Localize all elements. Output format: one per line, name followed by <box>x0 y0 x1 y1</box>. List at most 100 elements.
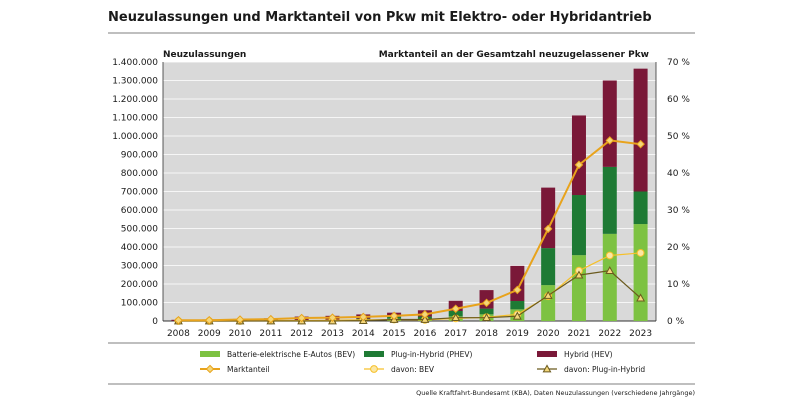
x-tick-label: 2021 <box>568 329 591 339</box>
legend-label: Hybrid (HEV) <box>564 350 613 359</box>
bar-segment <box>571 115 586 196</box>
right-tick-label: 10 % <box>667 280 690 290</box>
bar-segment <box>510 301 525 310</box>
x-tick-label: 2022 <box>598 329 621 339</box>
right-tick-label: 40 % <box>667 169 690 179</box>
x-tick-label: 2023 <box>629 329 652 339</box>
line-point <box>174 315 183 325</box>
left-axis-title: Neuzulassungen <box>163 50 246 60</box>
line-point <box>636 293 646 302</box>
legend-marker <box>370 365 378 373</box>
x-tick-label: 2019 <box>506 329 529 339</box>
bar-segment <box>602 233 617 321</box>
left-tick-label: 1.400.000 <box>112 58 158 68</box>
line-point <box>636 139 645 149</box>
line-point <box>204 315 214 325</box>
right-tick-label: 20 % <box>667 243 690 253</box>
right-tick-label: 50 % <box>667 132 690 142</box>
line-point <box>420 314 430 323</box>
line-point <box>512 311 522 320</box>
x-tick-label: 2012 <box>290 329 313 339</box>
x-tick-label: 2011 <box>259 329 282 339</box>
legend-swatch <box>200 351 220 357</box>
bar-segment <box>479 308 494 315</box>
line-point <box>451 313 461 322</box>
line-point <box>482 313 491 322</box>
x-tick-label: 2020 <box>537 329 560 339</box>
left-tick-label: 0 <box>152 317 158 327</box>
legend-marker <box>205 364 215 374</box>
left-tick-label: 1.000.000 <box>112 132 158 142</box>
left-tick-label: 400.000 <box>121 243 158 253</box>
bar-segment <box>633 224 648 321</box>
x-tick-label: 2014 <box>352 329 375 339</box>
left-tick-label: 1.300.000 <box>112 77 158 87</box>
bar-segment <box>541 285 556 321</box>
bar-segment <box>602 80 617 167</box>
left-tick-label: 1.100.000 <box>112 114 158 124</box>
line-point <box>605 251 614 260</box>
line-point <box>574 160 584 170</box>
bar-segment <box>571 195 586 256</box>
left-tick-label: 500.000 <box>121 225 158 235</box>
line-point <box>389 311 399 321</box>
x-tick-label: 2010 <box>229 329 252 339</box>
right-axis-title: Marktanteil an der Gesamtzahl neuzugelas… <box>379 50 649 60</box>
x-tick-label: 2013 <box>321 329 344 339</box>
line-point <box>636 249 645 257</box>
x-tick-label: 2017 <box>444 329 467 339</box>
line-point <box>420 310 430 319</box>
legend-swatch <box>537 351 557 357</box>
left-tick-label: 700.000 <box>121 188 158 198</box>
line-point <box>574 270 584 279</box>
left-tick-label: 1.200.000 <box>112 95 158 105</box>
line-point <box>358 312 368 322</box>
left-tick-label: 300.000 <box>121 262 158 272</box>
line-point <box>605 136 615 145</box>
left-tick-label: 800.000 <box>121 169 158 179</box>
line-point <box>297 313 306 323</box>
bar-segment <box>633 68 648 192</box>
left-tick-label: 100.000 <box>121 299 158 309</box>
right-tick-label: 60 % <box>667 95 690 105</box>
line-point <box>328 313 337 322</box>
legend: Batterie-elektrische E-Autos (BEV) Plug-i… <box>200 350 645 374</box>
left-tick-label: 600.000 <box>121 206 158 216</box>
line-point <box>266 314 276 324</box>
legend-label: davon: BEV <box>391 365 435 374</box>
x-tick-label: 2015 <box>383 329 406 339</box>
plot-area: 0 100.000 200.000 300.000 400.000 500.000 600.… <box>112 58 690 339</box>
legend-label: Batterie-elektrische E-Autos (BEV) <box>227 350 355 359</box>
chart-title: Neuzulassungen und Marktanteil von Pkw m… <box>108 10 652 25</box>
line-point <box>543 290 553 299</box>
bar-segment <box>541 248 556 286</box>
bar-segment <box>571 255 586 321</box>
left-tick-label: 200.000 <box>121 280 158 290</box>
bar-segment <box>633 191 648 225</box>
x-tick-label: 2016 <box>413 329 436 339</box>
line-series <box>178 139 641 322</box>
left-tick-label: 900.000 <box>121 151 158 161</box>
legend-marker <box>542 364 552 373</box>
legend-label: Plug-in-Hybrid (PHEV) <box>391 350 472 359</box>
right-tick-label: 0 % <box>667 317 685 327</box>
legend-label: davon: Plug-in-Hybrid <box>564 365 645 374</box>
line-point <box>543 224 553 234</box>
source-note: Quelle Kraftfahrt-Bundesamt (KBA), Daten… <box>416 389 695 397</box>
right-tick-label: 30 % <box>667 206 690 216</box>
legend-label: Marktanteil <box>227 365 270 374</box>
bar-segment <box>541 187 556 249</box>
line-point <box>605 266 615 275</box>
legend-swatch <box>364 351 384 357</box>
bar-segment <box>510 265 525 302</box>
x-tick-label: 2009 <box>198 329 221 339</box>
right-tick-label: 70 % <box>667 58 690 68</box>
line-series <box>178 270 641 322</box>
line-point <box>451 304 461 314</box>
bar-segment <box>602 166 617 234</box>
line-point <box>235 315 245 324</box>
line-point <box>482 298 491 308</box>
x-tick-label: 2008 <box>167 329 190 339</box>
x-tick-label: 2018 <box>475 329 498 339</box>
